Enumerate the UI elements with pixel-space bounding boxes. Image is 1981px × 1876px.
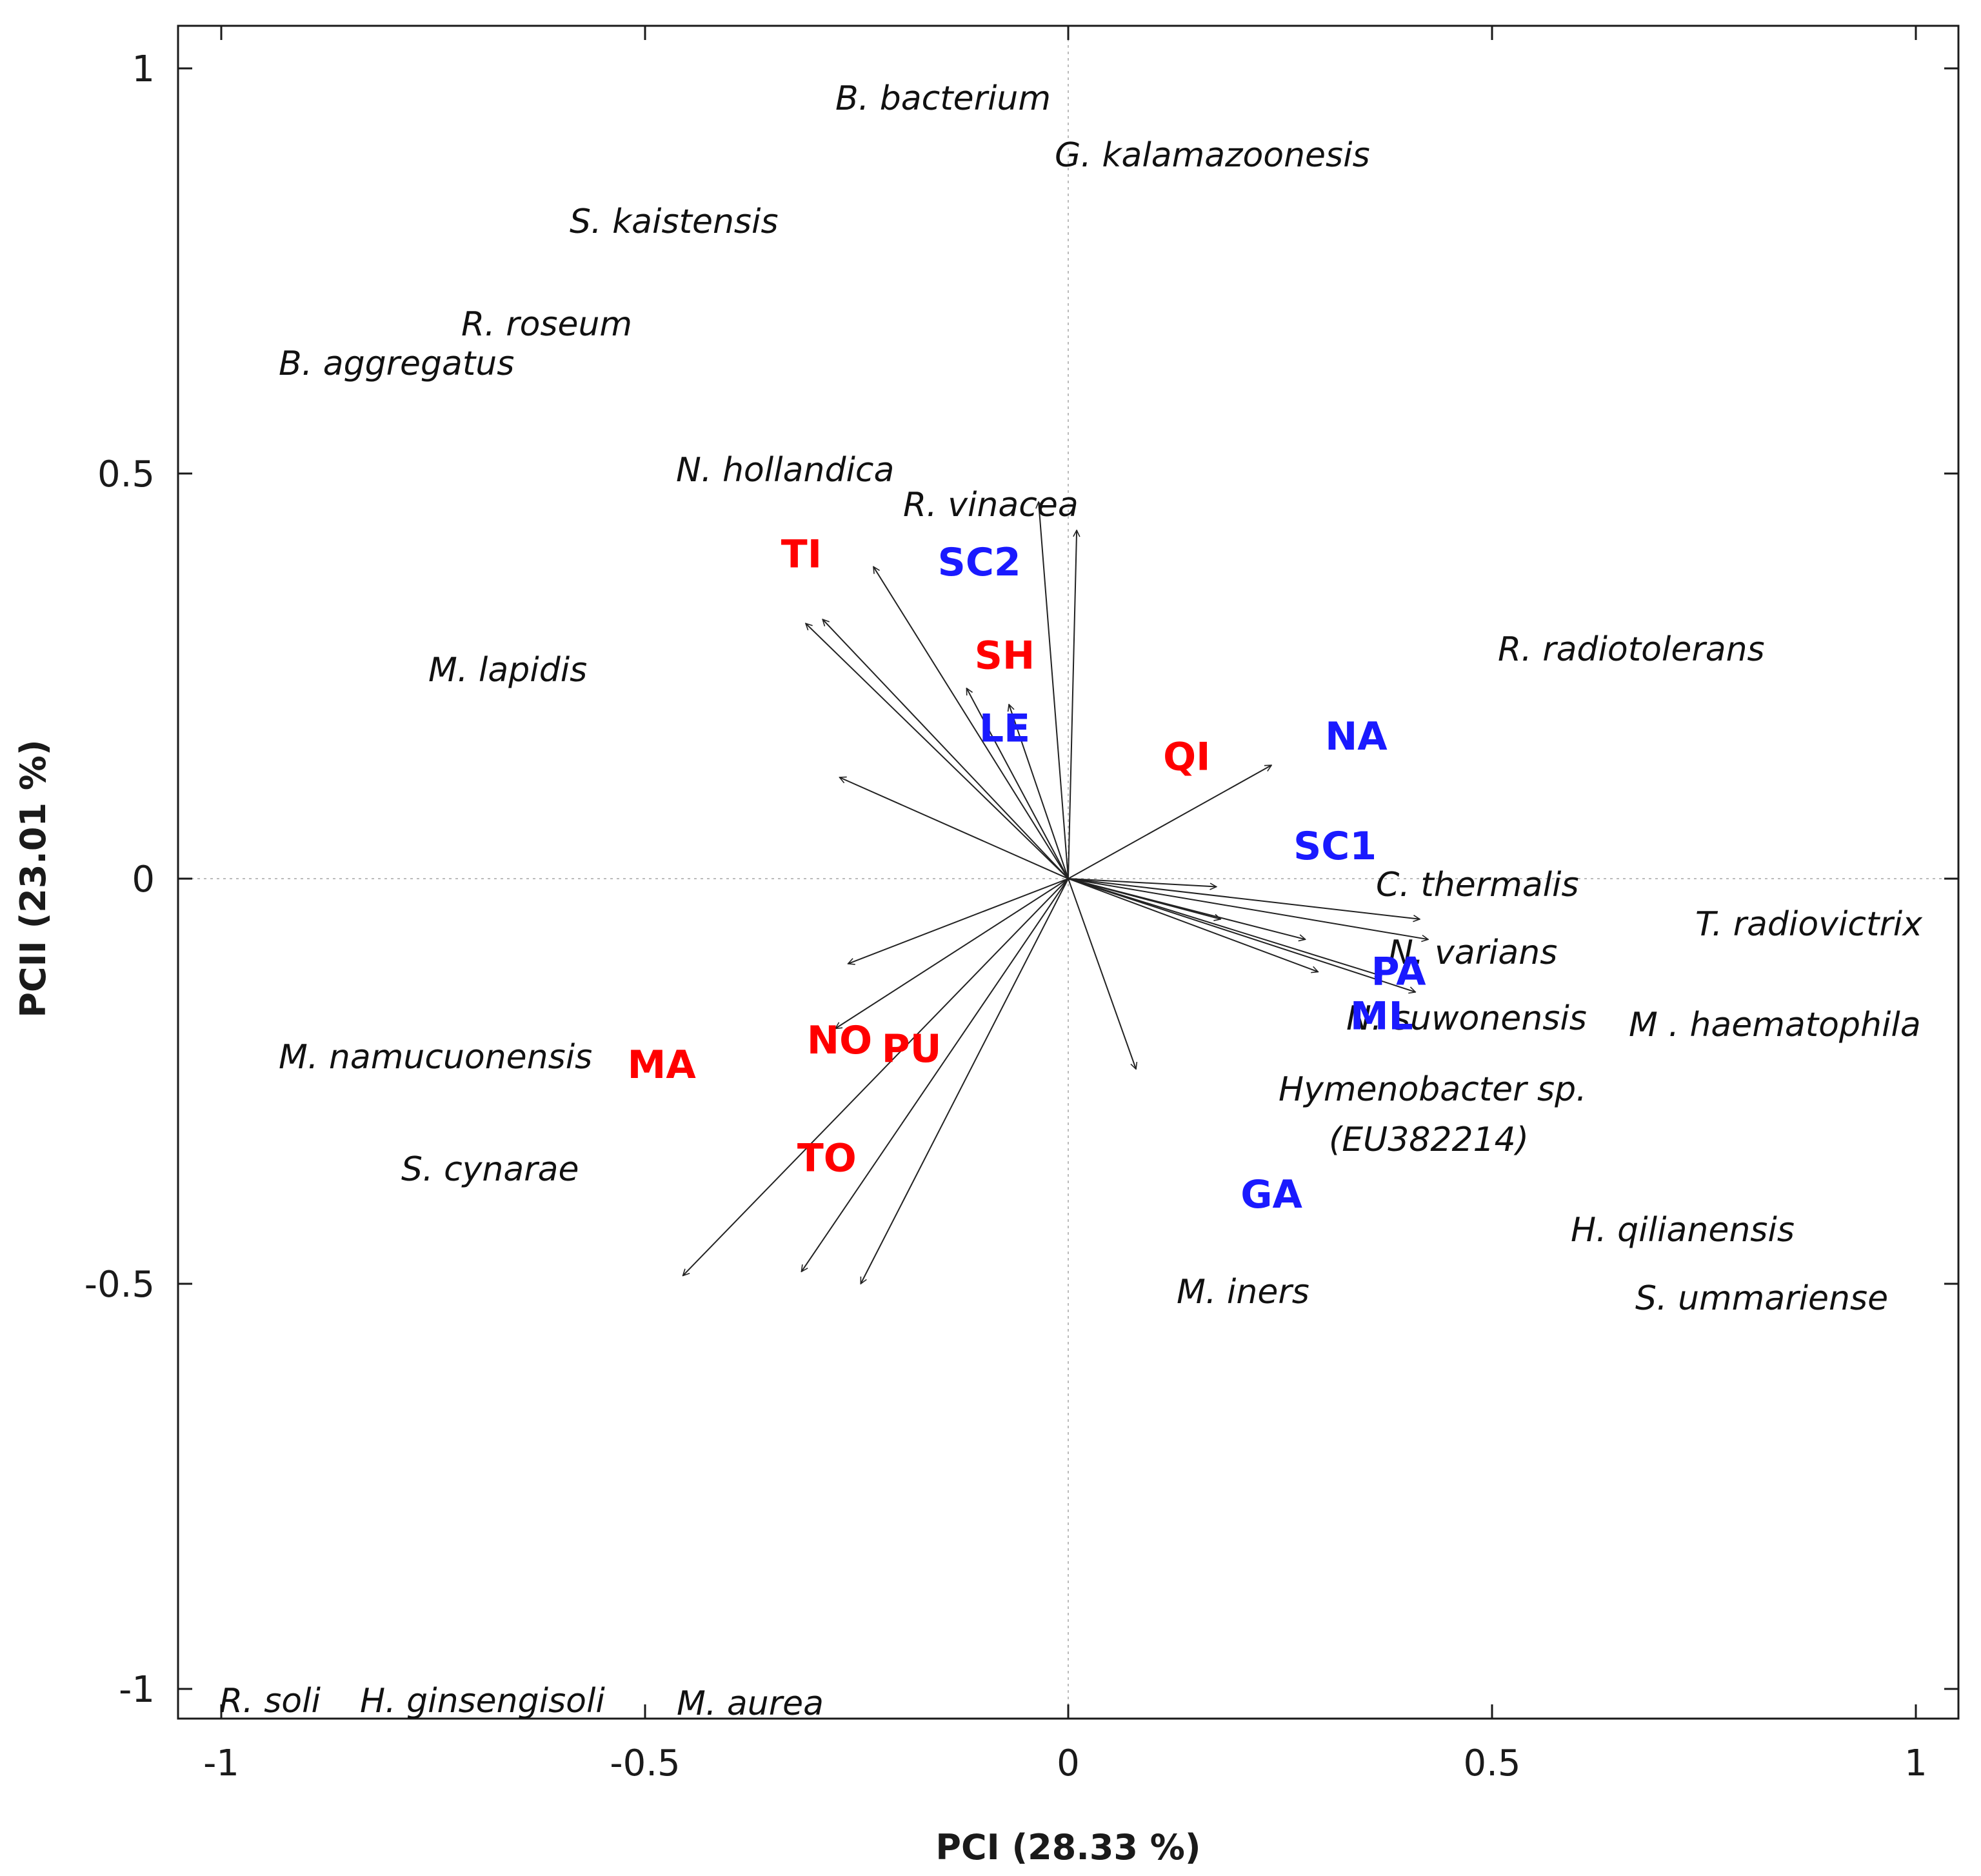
label-b-aggregatus: B. aggregatus: [279, 344, 514, 383]
x-tick-label: -1: [203, 1742, 239, 1784]
label-b-bacterium: B. bacterium: [835, 79, 1051, 118]
label-r-roseum: R. roseum: [461, 305, 632, 344]
site-pu: PU: [882, 1026, 942, 1072]
site-ga: GA: [1240, 1172, 1302, 1217]
vector-h-qilianensis: [1068, 878, 1382, 976]
label-g-kalamazoonesis: G. kalamazoonesis: [1055, 136, 1370, 175]
vector-t-radiovictrix: [1068, 878, 1420, 919]
vector-n-hollandica: [966, 688, 1069, 879]
vector-s-ummariense: [1068, 878, 1415, 992]
label-m-aurea: M. aurea: [677, 1684, 824, 1723]
x-ticks: -1 -0.5 0 0.5 1: [203, 26, 1927, 1784]
x-tick-label: -0.5: [610, 1742, 680, 1784]
site-ti: TI: [781, 532, 822, 577]
label-n-suwonensis: N. suwonensis: [1346, 999, 1587, 1038]
x-tick-label: 0.5: [1463, 1742, 1520, 1784]
site-sh: SH: [975, 634, 1035, 679]
vector-m-haematophila: [1068, 878, 1428, 939]
vector-h-ginsengisoli: [801, 878, 1069, 1272]
site-pa: PA: [1371, 949, 1426, 994]
label-r-vinacea: R. vinacea: [903, 486, 1079, 524]
label-s-kaistensis: S. kaistensis: [570, 203, 779, 241]
vector-n-suwonensis: [1068, 878, 1306, 939]
vector-hymenobacter-sp-eu382214: [1068, 878, 1318, 972]
label-n-hollandica: N. hollandica: [676, 451, 894, 490]
vector-c-thermalis: [1068, 878, 1217, 887]
vector-b-aggregatus: [806, 623, 1069, 879]
y-tick-label: -0.5: [85, 1264, 155, 1306]
vector-m-aurea: [860, 878, 1069, 1284]
label-m-iners: M. iners: [1177, 1273, 1309, 1312]
label-r-radiotolerans: R. radiotolerans: [1498, 630, 1765, 669]
y-axis-title: PCII (23.01 %): [13, 739, 54, 1017]
loading-vectors: [683, 502, 1428, 1284]
label-r-soli: R. soli: [219, 1682, 321, 1721]
site-le: LE: [979, 706, 1030, 752]
label-c-thermalis: C. thermalis: [1376, 866, 1579, 904]
vector-m-iners: [1068, 878, 1136, 1069]
site-ma: MA: [628, 1043, 697, 1088]
vector-r-soli: [683, 878, 1069, 1275]
site-no: NO: [807, 1018, 872, 1063]
x-axis-title: PCI (28.33 %): [935, 1827, 1200, 1868]
label-m-haematophila: M . haematophila: [1629, 1006, 1921, 1044]
vector-s-kaistensis: [873, 566, 1069, 879]
species-labels: B. bacterium G. kalamazoonesis S. kaiste…: [219, 79, 1923, 1723]
site-sc2: SC2: [938, 540, 1021, 585]
site-na: NA: [1325, 714, 1388, 759]
vector-s-cynarae: [835, 878, 1069, 1028]
label-t-radiovictrix: T. radiovictrix: [1695, 905, 1923, 944]
label-s-ummariense: S. ummariense: [1635, 1279, 1888, 1318]
label-n-varians: N. varians: [1388, 933, 1557, 972]
vector-b-bacterium: [1039, 502, 1069, 879]
vector-m-lapidis: [839, 777, 1069, 879]
label-h-ginsengisoli: H. ginsengisoli: [360, 1682, 605, 1721]
y-tick-label: 1: [132, 48, 155, 90]
y-tick-label: 0: [132, 859, 155, 901]
label-s-cynarae: S. cynarae: [401, 1150, 579, 1189]
label-h-qilianensis: H. qilianensis: [1571, 1211, 1795, 1250]
vector-r-roseum: [822, 619, 1069, 879]
x-tick-label: 1: [1904, 1742, 1927, 1784]
y-tick-label: 0.5: [97, 454, 155, 495]
y-ticks: 1 0.5 0 -0.5 -1: [85, 48, 1958, 1711]
label-hymenobacter-line2: (EU382214): [1329, 1121, 1529, 1159]
site-to: TO: [797, 1135, 857, 1181]
site-qi: QI: [1163, 735, 1210, 780]
vector-g-kalamazoonesis: [1068, 530, 1077, 879]
label-m-lapidis: M. lapidis: [428, 651, 587, 690]
x-tick-label: 0: [1057, 1742, 1080, 1784]
vector-m-namucuonensis: [848, 878, 1069, 964]
y-tick-label: -1: [119, 1669, 155, 1711]
site-ml: ML: [1350, 994, 1413, 1039]
vector-r-vinacea: [1009, 704, 1069, 879]
site-sc1: SC1: [1293, 824, 1377, 869]
label-hymenobacter-line1: Hymenobacter sp.: [1279, 1070, 1587, 1109]
label-m-namucuonensis: M. namucuonensis: [279, 1038, 592, 1077]
vector-r-radiotolerans: [1068, 764, 1271, 879]
